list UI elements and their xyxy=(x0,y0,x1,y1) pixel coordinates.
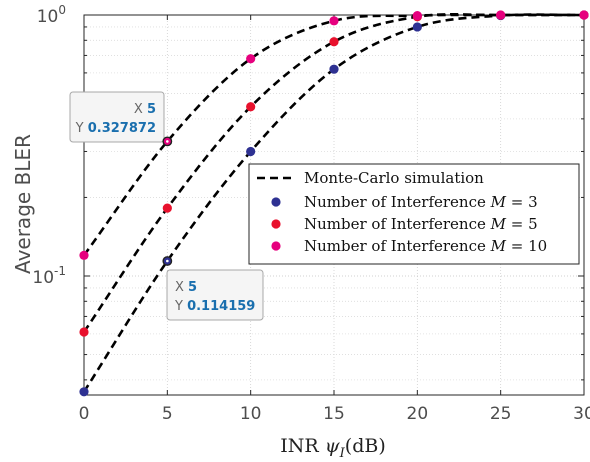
data-point xyxy=(246,54,256,64)
legend-entry-series: Number of Interference M = 3 xyxy=(304,193,538,211)
data-point xyxy=(79,250,89,260)
legend-entry-simulation: Monte-Carlo simulation xyxy=(304,169,484,187)
x-tick-label: 0 xyxy=(79,404,90,424)
legend-box xyxy=(248,163,580,265)
x-tick-label: 25 xyxy=(490,404,512,424)
x-tick-labels: 0 5 10 15 20 25 30 xyxy=(79,404,590,424)
datatip-y-readout: Y 0.327872 xyxy=(75,121,156,136)
datatip-marker-center xyxy=(166,259,169,263)
datatip-marker-center xyxy=(166,140,169,143)
data-point xyxy=(329,16,339,26)
x-tick-label: 5 xyxy=(162,404,173,424)
data-point xyxy=(246,146,256,157)
simulation-curve xyxy=(82,13,584,257)
legend-entry-series: Number of Interference M = 10 xyxy=(304,237,547,255)
data-point xyxy=(246,102,256,112)
data-point xyxy=(162,203,172,213)
x-axis-title: INR ψI(dB) xyxy=(280,435,385,461)
legend-swatch-marker xyxy=(271,241,281,251)
x-tick-label: 30 xyxy=(573,404,590,424)
y-axis-title: Average BLER xyxy=(11,134,35,274)
legend-swatch-marker xyxy=(271,219,281,229)
legend: Monte-Carlo simulation Number of Interfer… xyxy=(248,163,580,265)
datatips: X 5 Y 0.327872 X 5 Y 0.114159 xyxy=(69,91,264,321)
data-point xyxy=(412,22,422,32)
data-point xyxy=(79,387,89,397)
x-tick-label: 20 xyxy=(407,404,429,424)
y-tick-label: 100 xyxy=(37,3,66,27)
data-point xyxy=(579,10,589,20)
data-point xyxy=(496,10,506,20)
datatip-box xyxy=(166,269,264,321)
x-tick-label: 10 xyxy=(240,404,262,424)
data-point xyxy=(412,10,422,21)
legend-swatch-marker xyxy=(271,197,281,207)
y-tick-label: 10-1 xyxy=(32,264,66,288)
x-tick-label: 15 xyxy=(323,404,345,424)
legend-entry-series: Number of Interference M = 5 xyxy=(304,215,538,233)
datatip-y-readout: Y 0.114159 xyxy=(174,299,255,314)
data-point xyxy=(79,327,89,337)
y-tick-labels: 100 10-1 xyxy=(32,3,66,288)
data-point xyxy=(329,64,339,74)
datatip-box xyxy=(69,91,165,143)
simulation-curve xyxy=(82,13,585,333)
datatip-x-readout: X 5 xyxy=(175,280,197,295)
data-point xyxy=(329,37,339,47)
datatip-x-readout: X 5 xyxy=(134,102,156,117)
